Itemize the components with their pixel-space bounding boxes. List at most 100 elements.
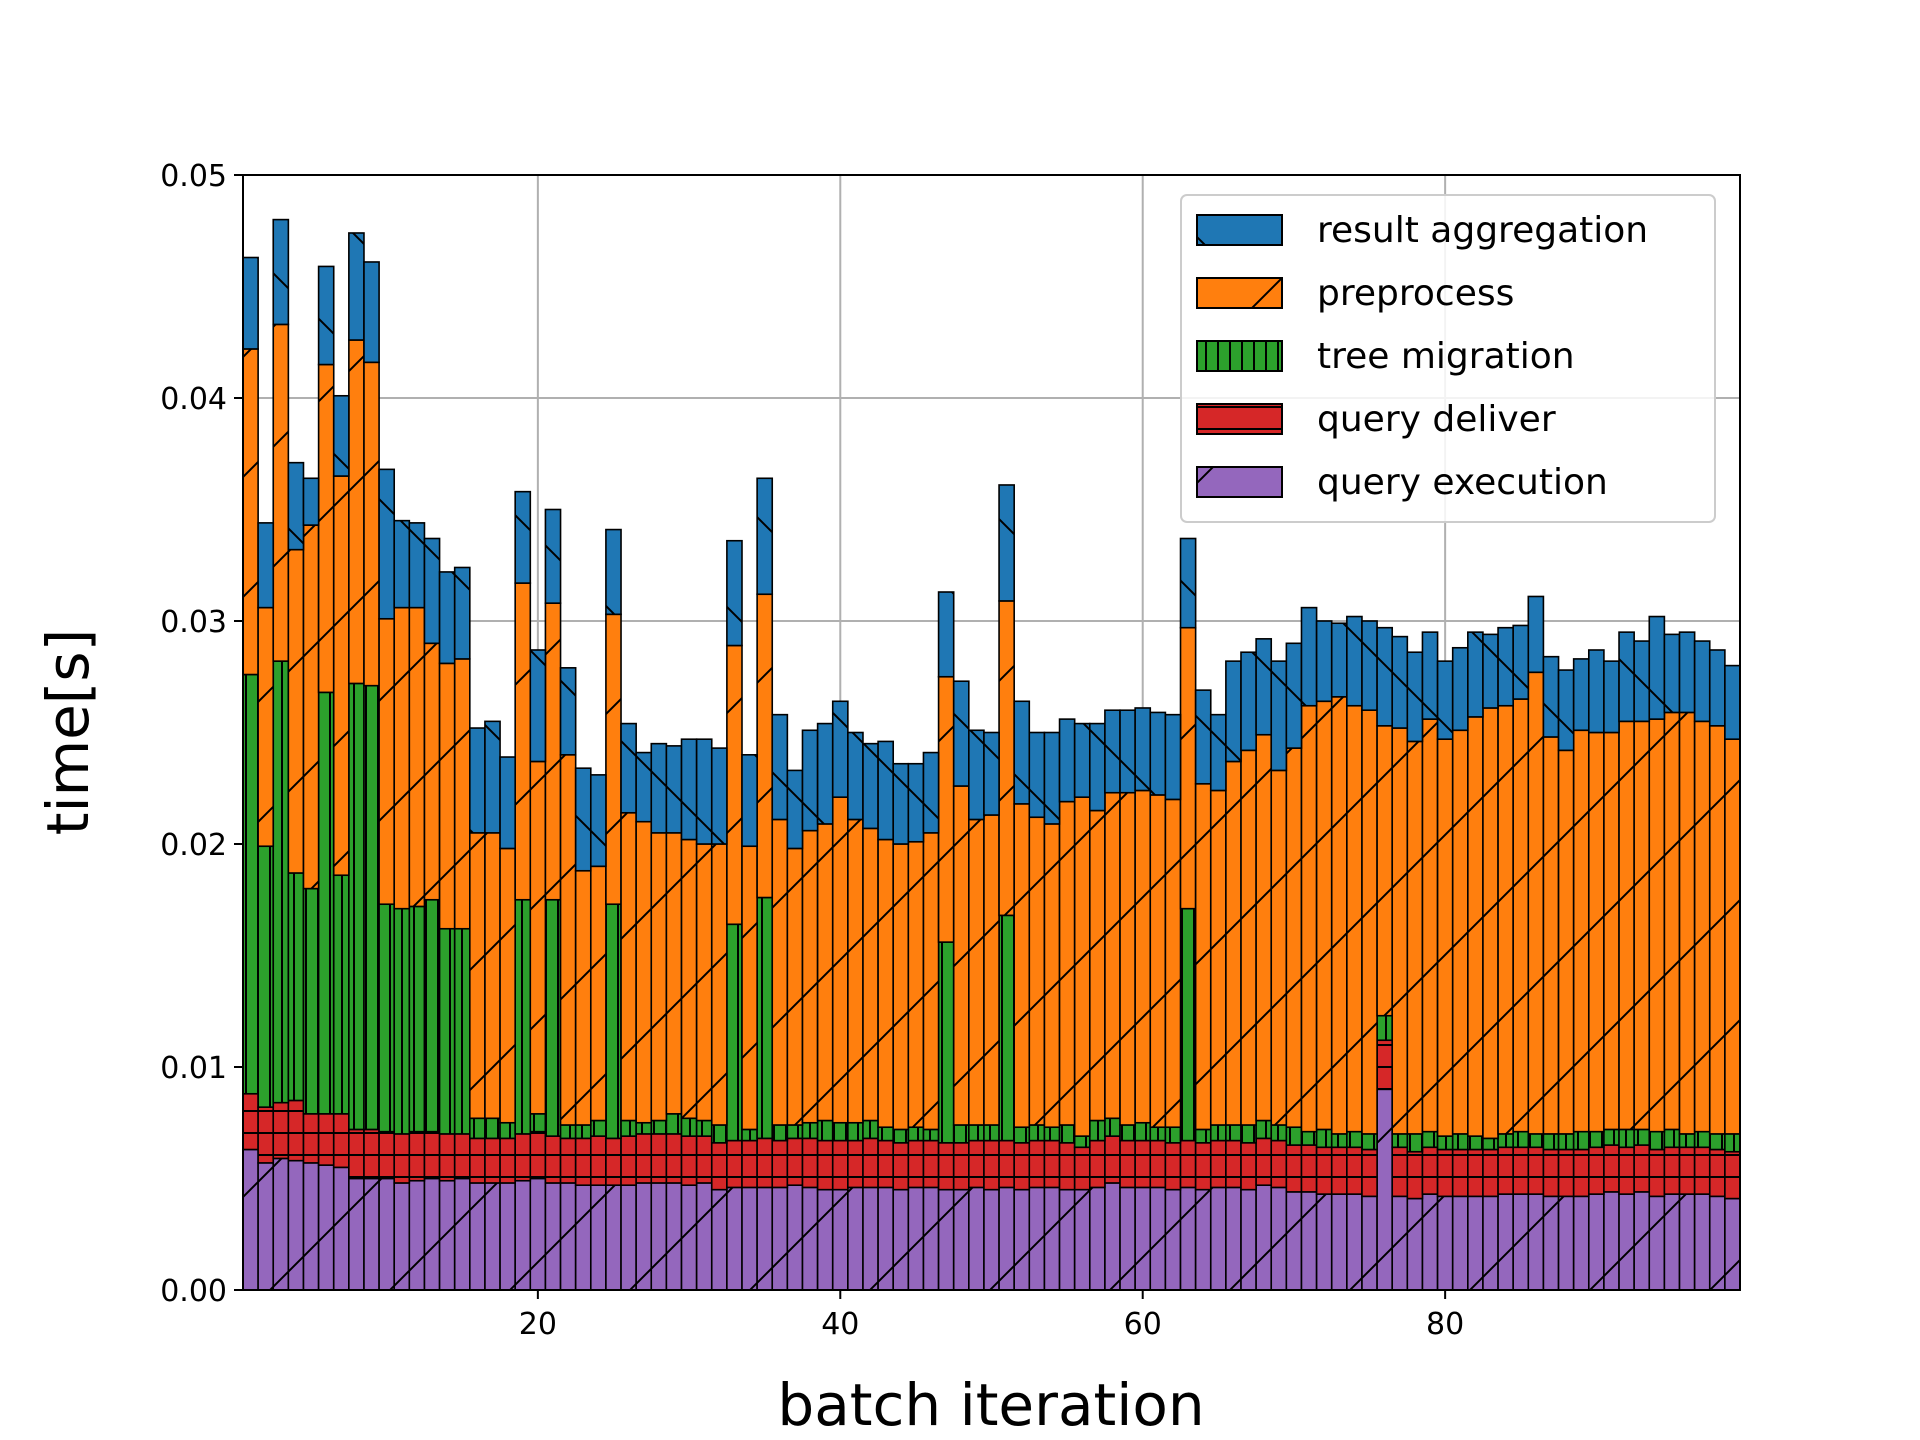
bar-hatch-tree-migration: [363, 685, 380, 1130]
plot-frame: [242, 174, 1741, 1291]
bar-hatch-query-deliver: [1392, 1147, 1408, 1197]
bar-hatch-result-aggregation: [1649, 616, 1665, 720]
bar-hatch-preprocess: [333, 476, 349, 876]
bar-hatch-tree-migration: [439, 928, 455, 1134]
bar-hatch-preprocess: [605, 614, 622, 905]
bar-hatch-query-deliver: [1407, 1151, 1423, 1199]
bar-hatch-preprocess: [1422, 719, 1438, 1132]
bar-hatch-query-execution: [1573, 1196, 1589, 1290]
bar-hatch-tree-migration: [1044, 1127, 1060, 1141]
bar-hatch-query-deliver: [394, 1133, 410, 1183]
bar-hatch-query-deliver: [303, 1113, 319, 1163]
series-hatch-tree-migration: [243, 661, 1740, 1152]
bar-hatch-preprocess: [1014, 803, 1030, 1128]
bar-hatch-query-deliver: [590, 1136, 606, 1186]
bar-hatch-query-deliver: [726, 1140, 742, 1188]
bar-hatch-query-deliver: [1588, 1147, 1604, 1195]
bar-hatch-result-aggregation: [757, 478, 773, 595]
legend-label-preprocess: preprocess: [1317, 273, 1514, 314]
bar-hatch-tree-migration: [1316, 1129, 1332, 1148]
bar-hatch-tree-migration: [590, 1120, 606, 1137]
bar-hatch-result-aggregation: [1271, 661, 1287, 771]
bar-hatch-query-execution: [1301, 1191, 1317, 1290]
bar-hatch-query-execution: [379, 1178, 395, 1290]
bar-hatch-tree-migration: [802, 1122, 818, 1139]
bar-hatch-query-execution: [1377, 1089, 1393, 1290]
bar-hatch-preprocess: [621, 812, 637, 1121]
bar-hatch-result-aggregation: [726, 540, 742, 646]
bar-hatch-result-aggregation: [1104, 710, 1121, 793]
bar-hatch-result-aggregation: [711, 748, 727, 844]
bar-hatch-query-execution: [666, 1182, 682, 1290]
bar-hatch-query-execution: [409, 1180, 425, 1290]
bar-hatch-tree-migration: [1528, 1133, 1544, 1148]
bar-hatch-query-execution: [454, 1178, 470, 1290]
bar-hatch-query-deliver: [1528, 1147, 1544, 1195]
bar-hatch-preprocess: [772, 819, 788, 1125]
bar-hatch-preprocess: [1437, 739, 1453, 1137]
bars: [242, 218, 1741, 1291]
bar-hatch-query-deliver: [1482, 1149, 1499, 1197]
bar-hatch-tree-migration: [726, 924, 742, 1141]
bar-hatch-tree-migration: [1180, 908, 1196, 1141]
bar-hatch-query-execution: [1634, 1191, 1650, 1290]
bar-hatch-query-deliver: [1104, 1136, 1121, 1183]
bar-hatch-preprocess: [363, 362, 380, 686]
bar-hatch-result-aggregation: [1014, 701, 1030, 804]
bar-hatch-result-aggregation: [1059, 719, 1075, 802]
legend-label-query-execution: query execution: [1317, 462, 1608, 503]
bar-hatch-query-deliver: [1044, 1140, 1060, 1188]
series-hatch-preprocess: [243, 324, 1740, 1139]
bar-hatch-tree-migration: [953, 1124, 969, 1143]
bar-hatch-query-deliver: [651, 1133, 667, 1183]
bar-hatch-preprocess: [1694, 721, 1710, 1132]
bar-hatch-tree-migration: [409, 906, 425, 1132]
bar-hatch-tree-migration: [1543, 1133, 1559, 1150]
bar-hatch-query-deliver: [1180, 1140, 1196, 1188]
bar-hatch-query-deliver: [1225, 1140, 1241, 1188]
bar-hatch-result-aggregation: [1301, 607, 1317, 706]
bar-hatch-tree-migration: [636, 1122, 652, 1134]
bar-hatch-query-execution: [847, 1187, 863, 1290]
bar-hatch-query-execution: [545, 1182, 561, 1290]
bar-hatch-query-execution: [1452, 1196, 1468, 1290]
bar-hatch-query-deliver: [1377, 1040, 1393, 1090]
bar-hatch-result-aggregation: [1150, 712, 1166, 795]
bar-hatch-query-deliver: [605, 1138, 622, 1186]
bar-hatch-result-aggregation: [1588, 649, 1604, 733]
bar-hatch-query-execution: [1664, 1194, 1680, 1290]
bar-hatch-query-deliver: [1558, 1149, 1574, 1197]
bar-hatch-result-aggregation: [1361, 621, 1378, 711]
bar-hatch-query-deliver: [1543, 1149, 1559, 1197]
bar-hatch-query-deliver: [1165, 1142, 1181, 1190]
bar-hatch-tree-migration: [1664, 1129, 1680, 1148]
bar-hatch-tree-migration: [666, 1113, 682, 1134]
legend-label-query-deliver: query deliver: [1317, 399, 1556, 440]
bar-hatch-preprocess: [439, 663, 455, 929]
bar-hatch-query-execution: [1256, 1185, 1272, 1290]
bar-hatch-result-aggregation: [1558, 670, 1574, 751]
bar-hatch-preprocess: [968, 819, 984, 1125]
bar-hatch-query-execution: [772, 1187, 788, 1290]
bar-hatch-query-execution: [1044, 1187, 1060, 1290]
bar-hatch-query-execution: [862, 1187, 879, 1290]
bar-hatch-query-execution: [817, 1189, 833, 1290]
bar-hatch-result-aggregation: [500, 757, 516, 849]
bar-hatch-query-deliver: [1694, 1147, 1710, 1195]
bar-hatch-preprocess: [1165, 799, 1181, 1128]
bar-hatch-query-execution: [1346, 1194, 1362, 1290]
bar-hatch-result-aggregation: [772, 714, 788, 820]
bar-hatch-preprocess: [1120, 792, 1136, 1125]
bar-hatch-preprocess: [711, 844, 727, 1125]
bar-hatch-preprocess: [575, 870, 591, 1125]
bar-hatch-tree-migration: [1059, 1124, 1075, 1143]
bar-hatch-result-aggregation: [1513, 625, 1529, 700]
bar-hatch-query-execution: [681, 1185, 697, 1290]
bar-hatch-result-aggregation: [1225, 661, 1241, 762]
bar-hatch-query-deliver: [1059, 1142, 1075, 1190]
bar-hatch-query-execution: [1649, 1196, 1665, 1290]
bar-hatch-tree-migration: [1513, 1131, 1529, 1148]
bar-hatch-tree-migration: [530, 1113, 546, 1132]
bar-hatch-tree-migration: [832, 1122, 848, 1141]
bar-hatch-preprocess: [1634, 721, 1650, 1130]
